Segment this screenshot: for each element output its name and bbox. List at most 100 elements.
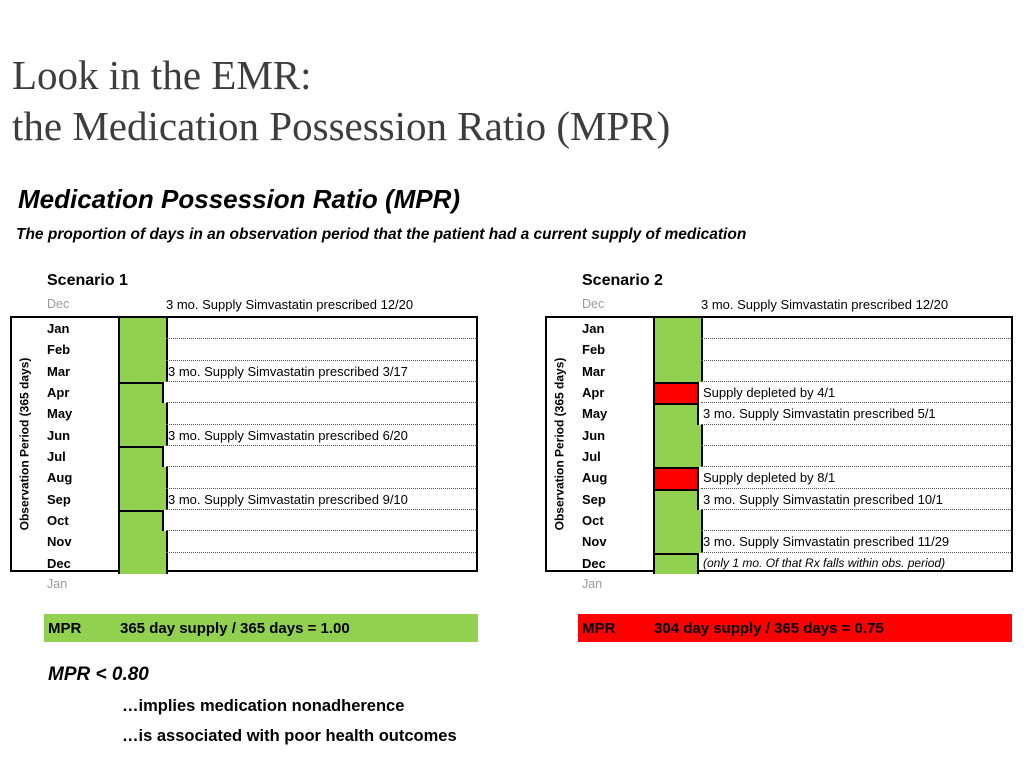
note-cell	[701, 361, 1011, 382]
implication-health-outcomes: …is associated with poor health outcomes	[122, 727, 457, 745]
note-cell	[166, 531, 476, 553]
prescription-note: Supply depleted by 8/1	[703, 470, 836, 486]
month-row: Mar	[547, 360, 1011, 382]
month-row: Aug	[12, 467, 476, 489]
supply-cell	[118, 488, 168, 510]
month-row: Jan	[547, 318, 1011, 340]
note-cell	[166, 403, 476, 425]
month-label: Dec	[582, 555, 606, 571]
month-label: May	[47, 406, 73, 422]
supply-cell	[653, 318, 703, 340]
note-cell: 3 mo. Supply Simvastatin prescribed 3/17	[166, 361, 476, 382]
mpr-definition: The proportion of days in an observation…	[16, 226, 747, 243]
figure-heading: Medication Possession Ratio (MPR)	[18, 184, 461, 214]
supply-cell	[118, 445, 164, 468]
month-row: May	[12, 403, 476, 425]
note-cell: 3 mo. Supply Simvastatin prescribed 11/2…	[701, 531, 1011, 553]
month-label: Jul	[582, 448, 601, 464]
scenario-title: Scenario 2	[582, 272, 663, 289]
note-cell	[166, 339, 476, 361]
month-label: Apr	[582, 384, 605, 400]
month-label: Jun	[47, 427, 71, 443]
note-cell: Supply depleted by 4/1	[701, 382, 1011, 404]
prescription-note: 3 mo. Supply Simvastatin prescribed 3/17	[168, 363, 408, 379]
prescription-note: 3 mo. Supply Simvastatin prescribed 11/2…	[703, 534, 950, 550]
supply-cell	[118, 318, 168, 340]
month-row: Jul	[547, 445, 1011, 468]
month-label: Feb	[47, 342, 71, 358]
note-cell	[166, 510, 476, 532]
month-label: Jan	[47, 577, 68, 591]
supply-cell	[118, 424, 168, 446]
month-row: Jun	[547, 424, 1011, 446]
month-label: Dec	[47, 555, 71, 571]
prescription-note: Supply depleted by 4/1	[703, 384, 836, 400]
prescription-note: (only 1 mo. Of that Rx falls within obs.…	[703, 555, 946, 570]
supply-cell	[118, 467, 168, 489]
month-row: Dec	[12, 552, 476, 574]
prescription-note: 3 mo. Supply Simvastatin prescribed 12/2…	[166, 297, 414, 312]
mpr-label: MPR	[582, 619, 616, 637]
supply-cell	[118, 531, 168, 553]
pre-period-row: Dec 3 mo. Supply Simvastatin prescribed …	[10, 294, 480, 315]
note-cell	[701, 425, 1011, 446]
mpr-result-bar: MPR 304 day supply / 365 days = 0.75	[578, 614, 1012, 642]
month-label: Apr	[47, 384, 70, 400]
month-label: Dec	[47, 297, 70, 311]
month-row: Oct	[12, 509, 476, 532]
supply-cell	[118, 509, 164, 532]
note-cell: 3 mo. Supply Simvastatin prescribed 10/1	[701, 489, 1011, 510]
supply-cell	[118, 360, 168, 382]
note-cell	[166, 382, 476, 404]
month-row: Jul	[12, 445, 476, 468]
month-row: Aug Supply depleted by 8/1	[547, 467, 1011, 489]
pre-period-row: Dec 3 mo. Supply Simvastatin prescribed …	[545, 294, 1015, 315]
month-row: Apr Supply depleted by 4/1	[547, 381, 1011, 404]
supply-cell	[118, 403, 168, 425]
note-cell	[166, 446, 476, 468]
month-label: Nov	[47, 534, 72, 550]
mpr-label: MPR	[48, 619, 82, 637]
month-label: Feb	[582, 342, 606, 358]
note-cell: 3 mo. Supply Simvastatin prescribed 5/1	[701, 403, 1011, 425]
month-label: Sep	[582, 491, 606, 507]
note-cell	[166, 553, 476, 574]
supply-cell	[653, 488, 699, 510]
month-label: Sep	[47, 491, 71, 507]
mpr-formula: 304 day supply / 365 days = 0.75	[654, 619, 884, 637]
note-cell: 3 mo. Supply Simvastatin prescribed 9/10	[166, 489, 476, 510]
supply-cell	[118, 381, 164, 404]
month-row: Nov 3 mo. Supply Simvastatin prescribed …	[547, 531, 1011, 553]
month-row: May 3 mo. Supply Simvastatin prescribed …	[547, 403, 1011, 425]
month-label: Jan	[47, 321, 70, 336]
scenario-2-panel: Scenario 2 Dec 3 mo. Supply Simvastatin …	[545, 272, 1015, 642]
slide-title: Look in the EMR: the Medication Possessi…	[12, 50, 670, 152]
month-label: Jan	[582, 321, 605, 336]
supply-cell	[653, 509, 703, 532]
depleted-supply-cell	[653, 381, 699, 404]
prescription-note: 3 mo. Supply Simvastatin prescribed 12/2…	[701, 297, 949, 312]
month-label: Aug	[47, 470, 73, 486]
month-row: Nov	[12, 531, 476, 553]
month-label: Jul	[47, 448, 66, 464]
mpr-formula: 365 day supply / 365 days = 1.00	[120, 619, 350, 637]
month-row: Apr	[12, 381, 476, 404]
supply-cell	[118, 552, 168, 574]
supply-cell	[653, 531, 703, 553]
supply-cell	[118, 339, 168, 361]
month-label: Aug	[582, 470, 608, 486]
mpr-threshold: MPR < 0.80	[48, 664, 149, 685]
implication-nonadherence: …implies medication nonadherence	[122, 697, 405, 715]
month-label: Oct	[47, 512, 69, 528]
note-cell	[166, 318, 476, 340]
month-label: Jan	[582, 577, 603, 591]
month-label: Mar	[582, 363, 606, 379]
supply-cell	[653, 403, 699, 425]
note-cell: 3 mo. Supply Simvastatin prescribed 6/20	[166, 425, 476, 446]
note-cell: (only 1 mo. Of that Rx falls within obs.…	[701, 553, 1011, 574]
month-row: Sep 3 mo. Supply Simvastatin prescribed …	[12, 488, 476, 510]
slide-title-line-2: the Medication Possession Ratio (MPR)	[12, 103, 671, 149]
prescription-note: 3 mo. Supply Simvastatin prescribed 9/10	[168, 491, 408, 507]
month-row: Jun 3 mo. Supply Simvastatin prescribed …	[12, 424, 476, 446]
post-period-row: Jan	[10, 574, 480, 595]
